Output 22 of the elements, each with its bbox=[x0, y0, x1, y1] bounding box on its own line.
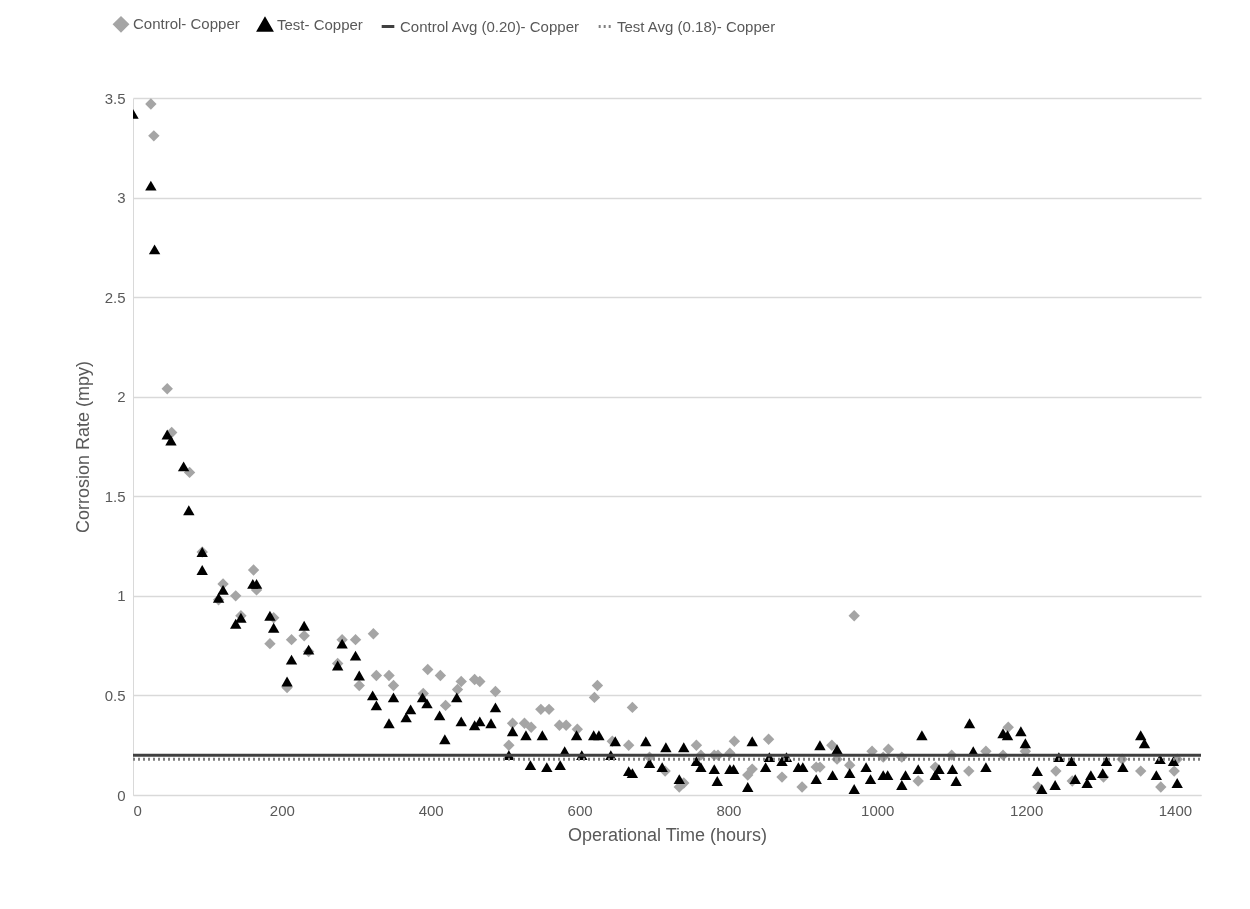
x-tick-label: 800 bbox=[716, 801, 742, 819]
y-tick-label: 0.5 bbox=[104, 686, 126, 704]
y-tick-label: 2.5 bbox=[104, 288, 126, 306]
x-axis-title: Operational Time (hours) bbox=[567, 824, 768, 845]
x-tick-label: 200 bbox=[269, 801, 295, 819]
y-tick-label: 1 bbox=[117, 587, 126, 605]
y-tick-label: 1.5 bbox=[104, 487, 126, 505]
legend-label: Control Avg (0.20)- Copper bbox=[400, 17, 579, 35]
x-tick-label: 1000 bbox=[861, 801, 895, 819]
legend-label: Test- Copper bbox=[277, 15, 363, 33]
legend-label: Test Avg (0.18)- Copper bbox=[617, 17, 776, 35]
x-tick-label: 0 bbox=[133, 801, 142, 819]
legend-label: Control- Copper bbox=[133, 15, 240, 33]
x-tick-label: 1200 bbox=[1009, 801, 1044, 819]
y-tick-label: 3 bbox=[117, 189, 126, 207]
y-tick-label: 2 bbox=[117, 388, 126, 406]
y-tick-label: 0 bbox=[117, 786, 126, 804]
x-tick-label: 600 bbox=[567, 801, 593, 819]
y-axis-title: Corrosion Rate (mpy) bbox=[72, 360, 93, 534]
x-tick-label: 1400 bbox=[1158, 801, 1193, 819]
x-tick-label: 400 bbox=[418, 801, 444, 819]
y-tick-label: 3.5 bbox=[104, 89, 126, 107]
